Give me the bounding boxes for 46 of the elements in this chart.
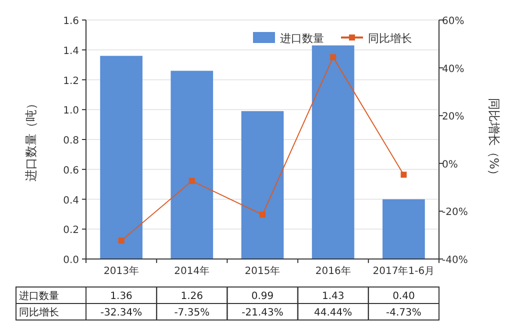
y-axis-title: 进口数量（吨） [24, 98, 38, 182]
data-label: -4.73% [386, 308, 422, 318]
point [330, 54, 336, 60]
data-label: 0.40 [392, 291, 415, 302]
y-tick-label: 0.0 [63, 255, 79, 266]
bar [312, 45, 354, 259]
data-label: 1.26 [180, 291, 204, 302]
data-label: 44.44% [314, 308, 352, 318]
x-tick-label: 2015年 [244, 265, 280, 277]
y-tick-label: 0.2 [63, 225, 79, 236]
y-tick-label: 1.0 [63, 106, 79, 117]
x-tick-label: 2016年 [315, 265, 351, 277]
data-label: -7.35% [174, 308, 210, 318]
legend-label: 进口数量 [280, 32, 324, 45]
point [400, 172, 407, 178]
bar [382, 199, 425, 259]
data-label: 1.43 [322, 291, 344, 302]
y2-tick-label: 40% [442, 64, 464, 75]
y-tick-label: 0.6 [63, 165, 79, 176]
x-tick-label: 2017年1-6月 [372, 265, 435, 277]
y2-tick-label: 0% [442, 159, 458, 170]
data-label: -32.34% [100, 308, 142, 318]
point [188, 178, 195, 184]
legend-label: 同比增长 [368, 32, 412, 45]
y-tick-label: 1.4 [63, 46, 79, 57]
y2-axis-title: 同比增长（%） [487, 98, 501, 182]
y-tick-label: 1.2 [63, 76, 79, 87]
point [260, 212, 266, 218]
y-tick-label: 0.4 [63, 195, 79, 206]
bar [241, 111, 284, 259]
point [118, 238, 124, 244]
data-label: 1.36 [110, 291, 132, 302]
y2-tick-label: -40% [442, 255, 468, 266]
y2-tick-label: 60% [442, 16, 464, 27]
bar [170, 70, 214, 259]
bar [100, 56, 142, 259]
x-tick-label: 2013年 [104, 265, 140, 277]
x-tick-label: 2014年 [174, 265, 210, 277]
y2-tick-label: -20% [442, 207, 468, 218]
text: 进口数量 [19, 291, 59, 302]
text: 同比增长 [19, 308, 59, 318]
data-label: -21.43% [242, 308, 284, 318]
y2-tick-label: 20% [442, 112, 464, 123]
data-label: 0.99 [251, 291, 274, 302]
y-tick-label: 1.6 [63, 16, 79, 27]
y-tick-label: 0.8 [63, 136, 79, 146]
